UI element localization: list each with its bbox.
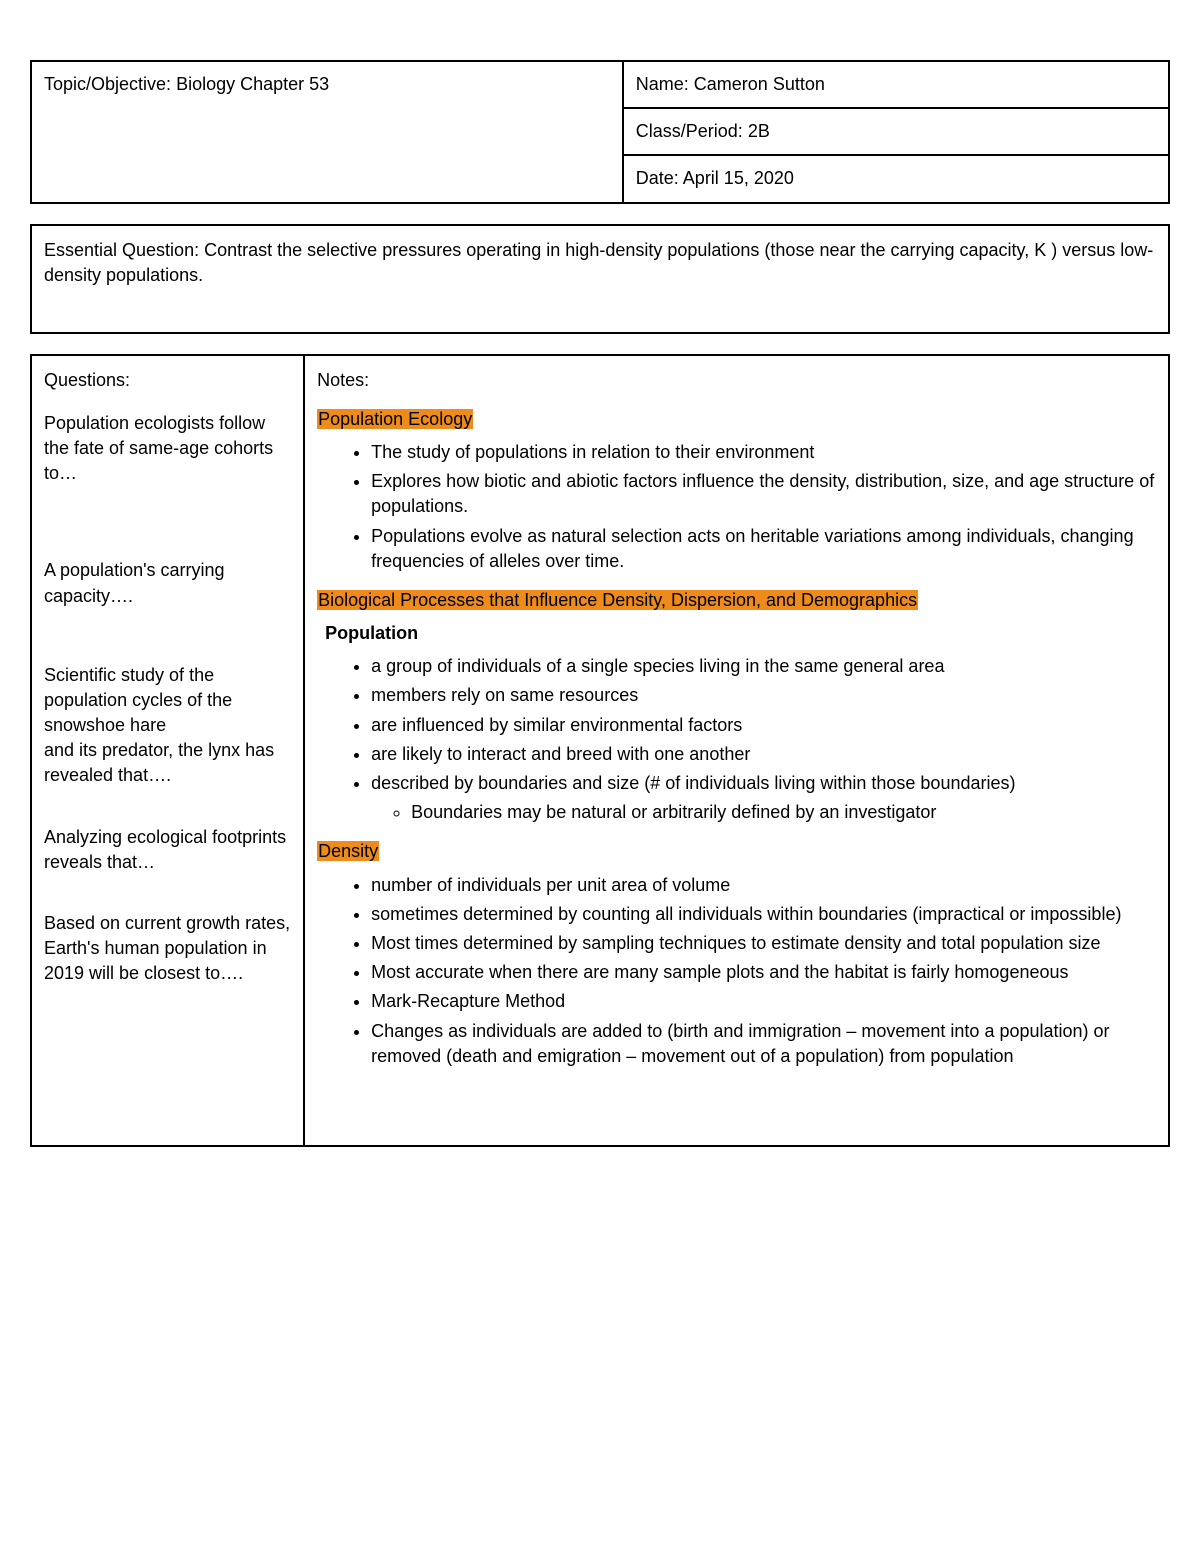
section-heading-highlight: Density	[317, 841, 379, 861]
question-item: A population's carrying capacity….	[44, 558, 291, 608]
question-item: Analyzing ecological footprints reveals …	[44, 825, 291, 875]
topic-label: Topic/Objective:	[44, 74, 171, 94]
bullet-item: Most accurate when there are many sample…	[371, 960, 1156, 985]
questions-column: Questions: Population ecologists follow …	[31, 355, 304, 1146]
essential-question-box: Essential Question: Contrast the selecti…	[30, 224, 1170, 334]
question-text: A population's carrying capacity….	[44, 560, 225, 605]
question-text: Analyzing ecological footprints reveals …	[44, 827, 286, 872]
bullet-item: Mark-Recapture Method	[371, 989, 1156, 1014]
date-label: Date:	[636, 168, 679, 188]
question-item: Population ecologists follow the fate of…	[44, 411, 291, 487]
notes-label: Notes:	[317, 368, 1156, 393]
class-value: 2B	[748, 121, 770, 141]
bullet-item: Populations evolve as natural selection …	[371, 524, 1156, 574]
bullet-item: Most times determined by sampling techni…	[371, 931, 1156, 956]
question-item: Scientific study of the population cycle…	[44, 663, 291, 789]
question-text: Based on current growth rates, Earth's h…	[44, 913, 290, 983]
bullet-item: described by boundaries and size (# of i…	[371, 771, 1156, 825]
section-subheading: Population	[325, 621, 1156, 646]
questions-label: Questions:	[44, 368, 291, 393]
notes-section: Density number of individuals per unit a…	[317, 839, 1156, 1069]
class-cell: Class/Period: 2B	[623, 108, 1169, 155]
essential-text: Contrast the selective pressures operati…	[44, 240, 1153, 285]
question-text: Scientific study of the population cycle…	[44, 665, 274, 786]
bullet-item: number of individuals per unit area of v…	[371, 873, 1156, 898]
section-heading-highlight: Population Ecology	[317, 409, 473, 429]
sub-bullet-item: Boundaries may be natural or arbitrarily…	[411, 800, 1156, 825]
notes-section: Biological Processes that Influence Dens…	[317, 588, 1156, 826]
date-cell: Date: April 15, 2020	[623, 155, 1169, 202]
bullet-item: Explores how biotic and abiotic factors …	[371, 469, 1156, 519]
name-value: Cameron Sutton	[694, 74, 825, 94]
question-text: Population ecologists follow the fate of…	[44, 413, 273, 483]
bullet-list: number of individuals per unit area of v…	[317, 873, 1156, 1069]
bullet-item: sometimes determined by counting all ind…	[371, 902, 1156, 927]
bullet-item: members rely on same resources	[371, 683, 1156, 708]
bullet-list: a group of individuals of a single speci…	[317, 654, 1156, 825]
question-item: Based on current growth rates, Earth's h…	[44, 911, 291, 987]
bullet-item: The study of populations in relation to …	[371, 440, 1156, 465]
class-label: Class/Period:	[636, 121, 743, 141]
notes-table: Questions: Population ecologists follow …	[30, 354, 1170, 1147]
bullet-item: are likely to interact and breed with on…	[371, 742, 1156, 767]
date-value: April 15, 2020	[683, 168, 794, 188]
name-label: Name:	[636, 74, 689, 94]
bullet-item: are influenced by similar environmental …	[371, 713, 1156, 738]
essential-label: Essential Question:	[44, 240, 199, 260]
notes-section: Population Ecology The study of populati…	[317, 407, 1156, 574]
topic-cell: Topic/Objective: Biology Chapter 53	[31, 61, 623, 203]
bullet-item: a group of individuals of a single speci…	[371, 654, 1156, 679]
bullet-list: The study of populations in relation to …	[317, 440, 1156, 574]
sub-bullet-list: Boundaries may be natural or arbitrarily…	[371, 800, 1156, 825]
cornell-notes-page: Topic/Objective: Biology Chapter 53 Name…	[30, 60, 1170, 1147]
name-cell: Name: Cameron Sutton	[623, 61, 1169, 108]
bullet-text: described by boundaries and size (# of i…	[371, 773, 1015, 793]
section-heading-highlight: Biological Processes that Influence Dens…	[317, 590, 918, 610]
header-table: Topic/Objective: Biology Chapter 53 Name…	[30, 60, 1170, 204]
topic-value: Biology Chapter 53	[176, 74, 329, 94]
bullet-item: Changes as individuals are added to (bir…	[371, 1019, 1156, 1069]
notes-column: Notes: Population Ecology The study of p…	[304, 355, 1169, 1146]
